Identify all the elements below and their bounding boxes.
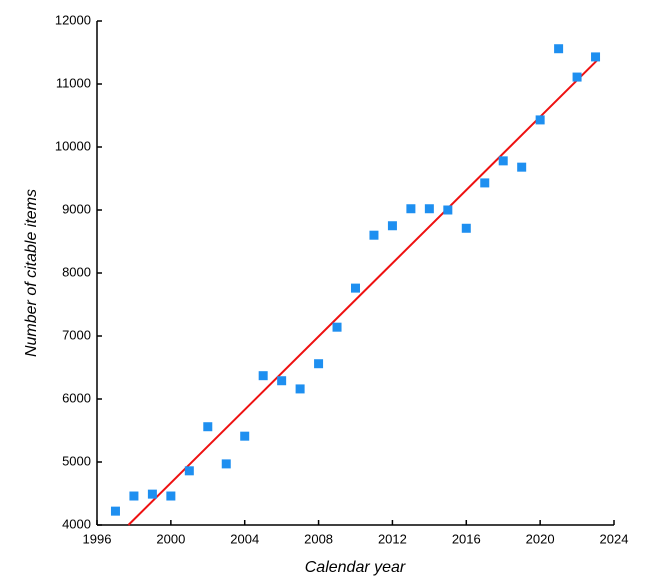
point: [424, 204, 434, 214]
y-tick-label: 4000: [62, 516, 91, 531]
point: [166, 491, 176, 501]
point: [240, 431, 250, 441]
y-tick-label: 6000: [62, 390, 91, 405]
point: [110, 506, 120, 516]
y-tick-label: 9000: [62, 201, 91, 216]
point: [387, 221, 397, 231]
point: [351, 283, 360, 293]
y-tick-label: 10000: [55, 138, 91, 153]
trend-line: [127, 59, 599, 526]
point: [591, 52, 601, 62]
point: [295, 384, 305, 394]
point: [184, 466, 194, 476]
point: [443, 205, 453, 215]
point: [369, 230, 379, 240]
y-tick-label: 7000: [62, 327, 91, 342]
point: [498, 156, 508, 166]
point: [277, 376, 287, 386]
point: [535, 115, 545, 125]
point: [406, 204, 416, 214]
point: [461, 223, 471, 233]
x-tick-label: 2024: [600, 531, 629, 546]
point: [129, 491, 139, 501]
x-tick-label: 2020: [526, 531, 555, 546]
point: [221, 459, 231, 469]
point: [480, 178, 490, 188]
x-tick-label: 2016: [452, 531, 481, 546]
x-axis-title: Calendar year: [305, 559, 406, 576]
y-tick-label: 11000: [56, 75, 91, 90]
y-tick-label: 8000: [62, 264, 91, 279]
point: [517, 162, 527, 172]
y-tick-label: 5000: [62, 453, 91, 468]
x-tick-label: 1996: [83, 531, 112, 546]
point: [147, 489, 157, 499]
y-tick-label: 12000: [55, 12, 91, 27]
point: [203, 422, 213, 432]
x-tick-label: 2012: [378, 531, 407, 546]
point: [554, 44, 564, 54]
y-axis-title: Number of citable items: [23, 189, 40, 357]
point: [258, 371, 268, 381]
x-tick-label: 2004: [230, 531, 259, 546]
x-tick-label: 2008: [304, 531, 333, 546]
point: [332, 322, 342, 332]
point: [572, 72, 582, 82]
x-tick-label: 2000: [156, 531, 185, 546]
point: [314, 359, 324, 369]
